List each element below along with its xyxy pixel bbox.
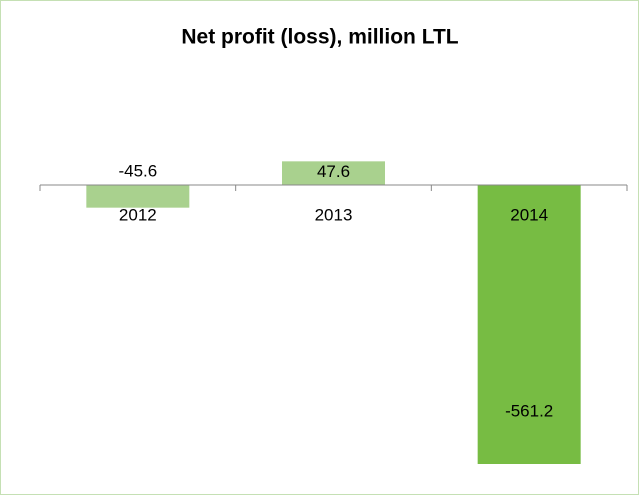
data-label: 47.6 xyxy=(317,162,350,181)
bar xyxy=(86,185,190,208)
data-label: -45.6 xyxy=(118,161,157,180)
x-tick-label: 2012 xyxy=(119,205,157,224)
data-label: -561.2 xyxy=(505,401,553,420)
chart-title: Net profit (loss), million LTL xyxy=(181,26,458,49)
x-tick-label: 2013 xyxy=(315,205,353,224)
x-tick-label: 2014 xyxy=(510,205,548,224)
bar xyxy=(477,185,581,464)
bar xyxy=(282,161,385,185)
